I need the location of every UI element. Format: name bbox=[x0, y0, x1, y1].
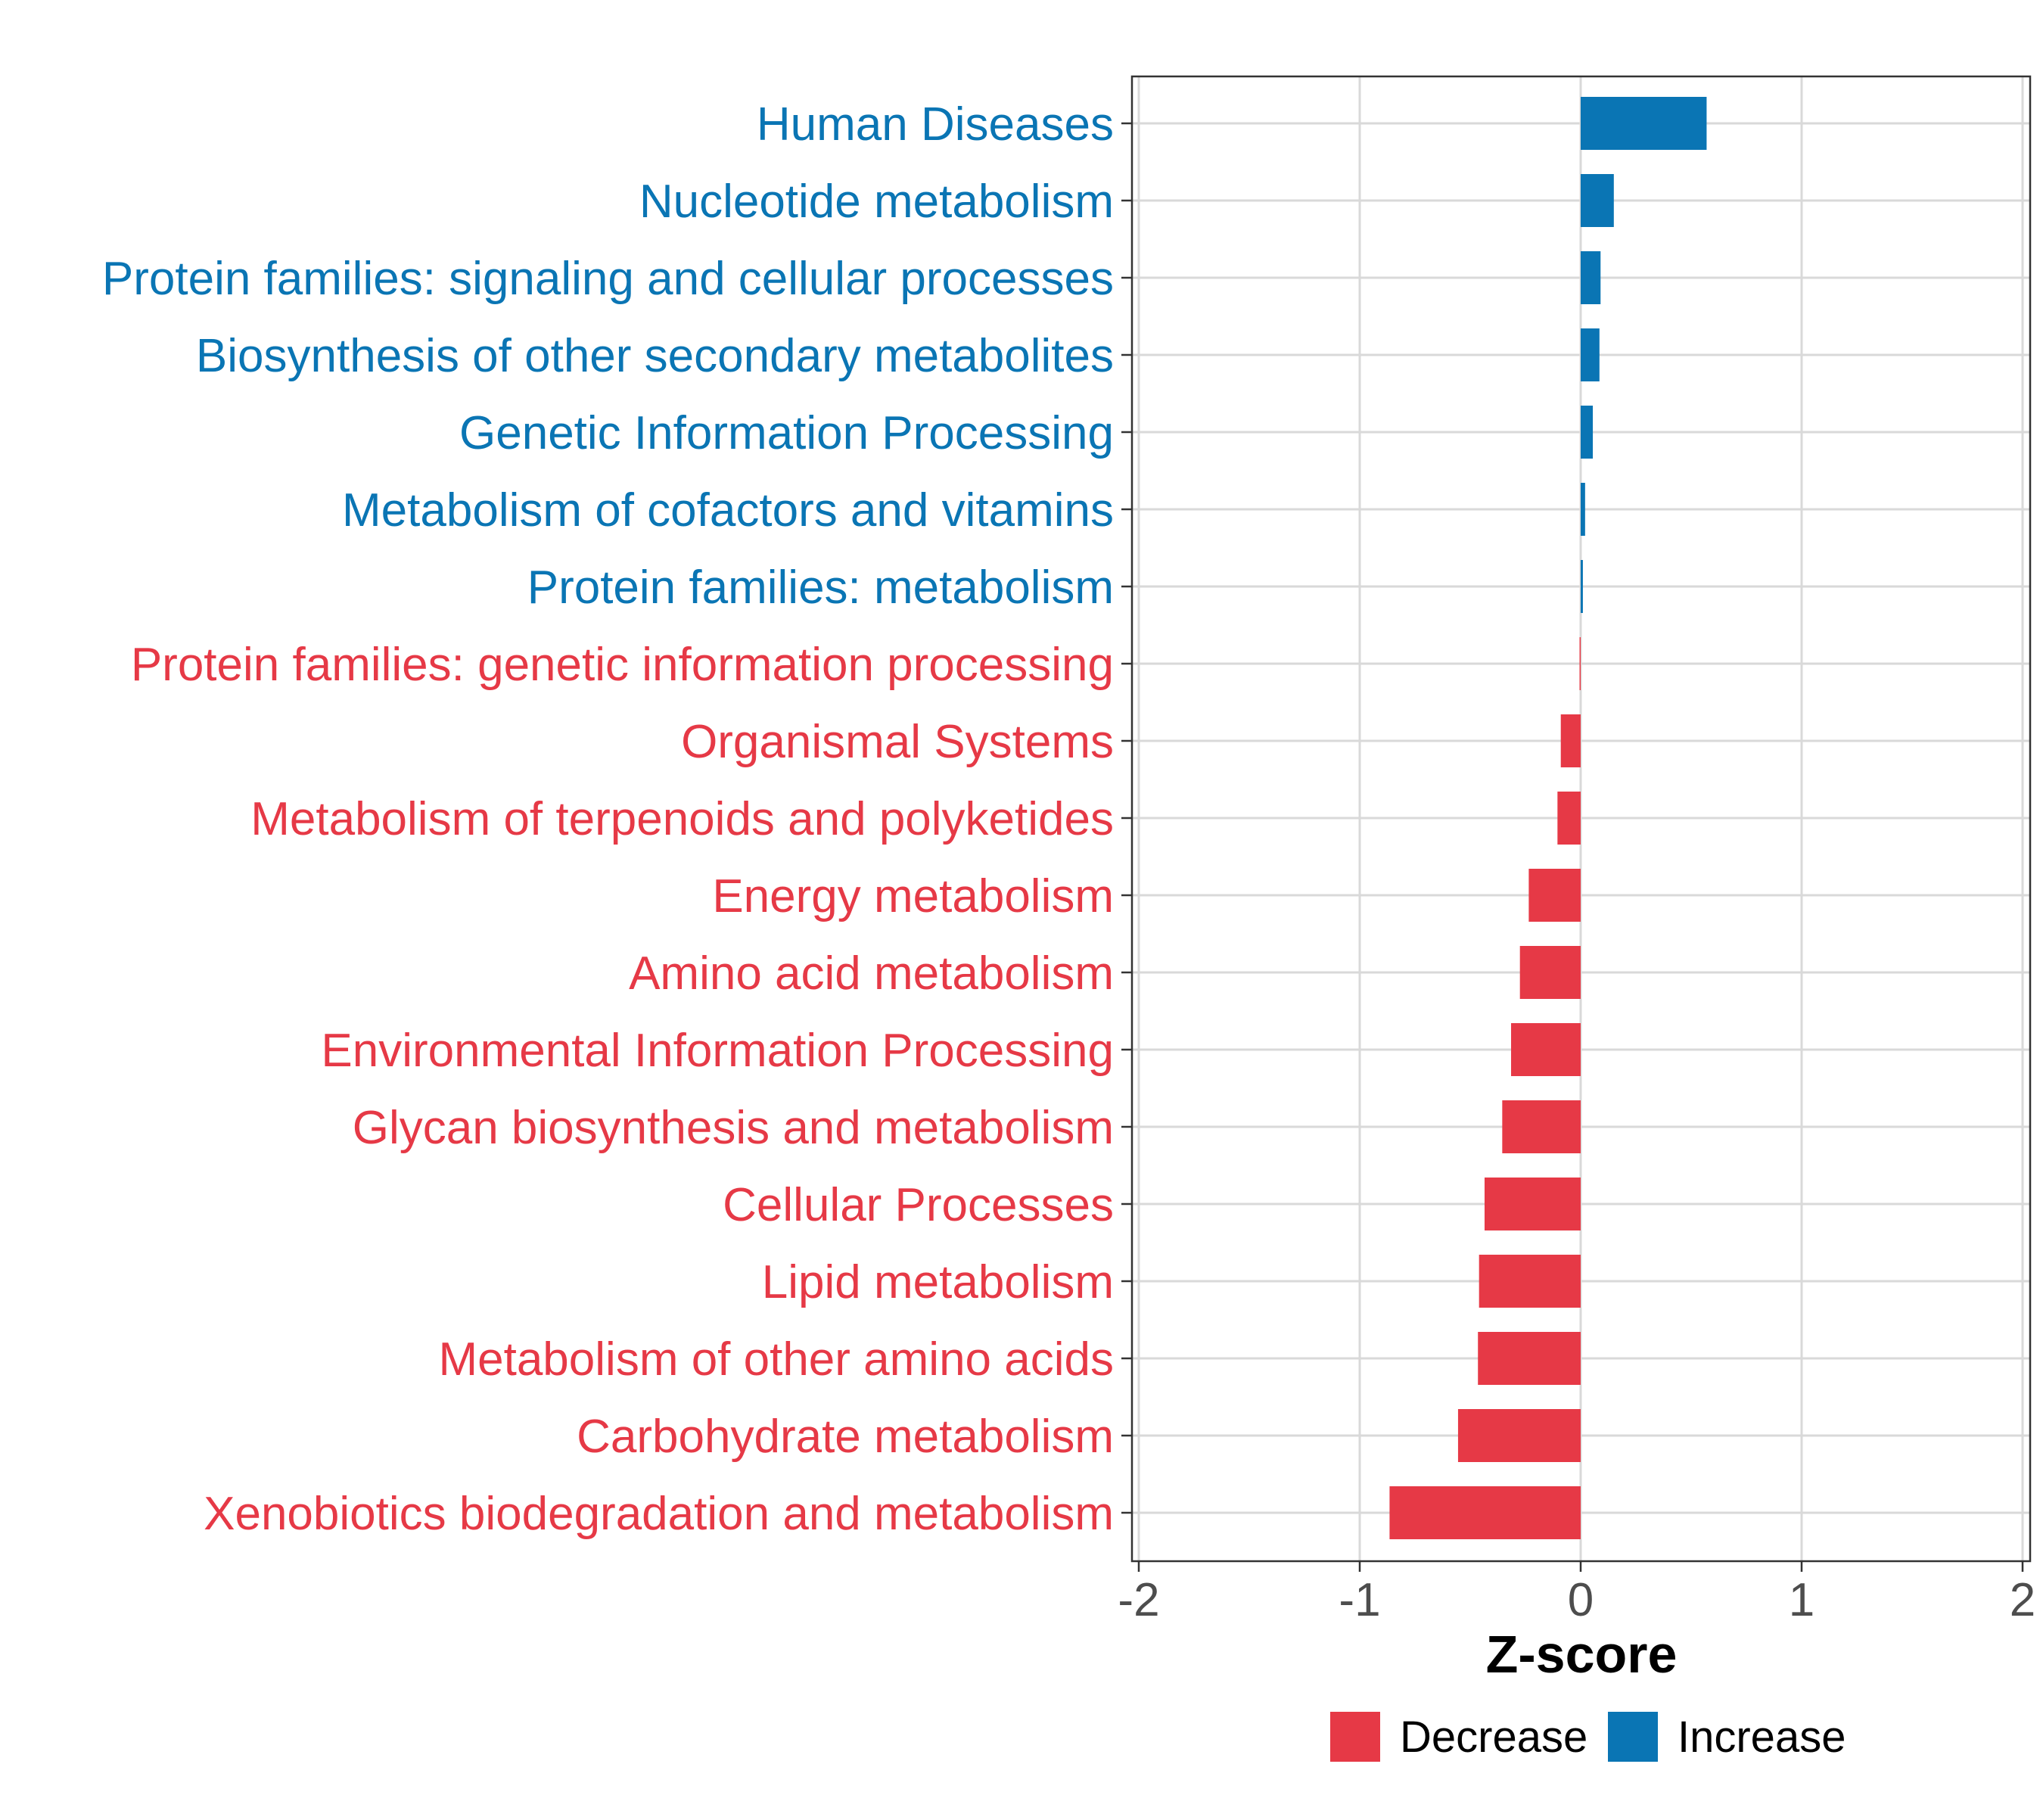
category-label: Lipid metabolism bbox=[762, 1256, 1114, 1308]
bar bbox=[1581, 483, 1585, 536]
legend-label: Decrease bbox=[1400, 1713, 1587, 1762]
category-label: Metabolism of other amino acids bbox=[438, 1333, 1114, 1386]
legend-swatch bbox=[1608, 1712, 1658, 1762]
x-tick-label: -1 bbox=[1339, 1574, 1380, 1626]
bar bbox=[1581, 328, 1600, 381]
x-axis: -2 -1 0 1 2 bbox=[1118, 1561, 2035, 1626]
category-label: Carbohydrate metabolism bbox=[577, 1411, 1114, 1463]
bar bbox=[1484, 1178, 1581, 1230]
category-label: Organismal Systems bbox=[681, 716, 1114, 768]
bar bbox=[1579, 637, 1581, 690]
x-tick-label: 2 bbox=[2010, 1574, 2035, 1626]
category-label: Human Diseases bbox=[757, 98, 1114, 151]
category-label: Protein families: signaling and cellular… bbox=[102, 253, 1114, 305]
bar bbox=[1557, 792, 1581, 845]
category-label: Nucleotide metabolism bbox=[639, 176, 1114, 228]
bar bbox=[1502, 1100, 1581, 1153]
x-tick-label: -2 bbox=[1118, 1574, 1159, 1626]
bar bbox=[1389, 1486, 1581, 1539]
x-tick-label: 0 bbox=[1568, 1574, 1594, 1626]
bar bbox=[1581, 174, 1614, 227]
legend-label: Increase bbox=[1678, 1713, 1846, 1762]
category-label: Environmental Information Processing bbox=[321, 1025, 1114, 1077]
bar bbox=[1560, 714, 1581, 767]
bar bbox=[1478, 1332, 1581, 1385]
bar bbox=[1581, 560, 1583, 613]
x-tick-label: 1 bbox=[1789, 1574, 1814, 1626]
category-label: Protein families: genetic information pr… bbox=[131, 639, 1114, 691]
category-label: Metabolism of terpenoids and polyketides bbox=[250, 793, 1114, 845]
bar bbox=[1511, 1023, 1581, 1076]
category-label: Biosynthesis of other secondary metaboli… bbox=[196, 330, 1114, 382]
bar bbox=[1457, 1409, 1581, 1462]
legend: Decrease Increase bbox=[1330, 1712, 1846, 1762]
category-label: Metabolism of cofactors and vitamins bbox=[342, 484, 1114, 537]
category-label: Cellular Processes bbox=[723, 1179, 1114, 1231]
category-label: Xenobiotics biodegradation and metabolis… bbox=[204, 1488, 1114, 1540]
category-label: Glycan biosynthesis and metabolism bbox=[353, 1102, 1114, 1154]
category-label: Energy metabolism bbox=[712, 870, 1114, 922]
category-label: Genetic Information Processing bbox=[459, 407, 1114, 459]
bar bbox=[1581, 97, 1707, 150]
bar bbox=[1581, 251, 1601, 304]
y-axis: Human Diseases Nucleotide metabolism Prote… bbox=[102, 98, 1132, 1540]
category-label: Protein families: metabolism bbox=[527, 562, 1114, 614]
bar-layer bbox=[1389, 97, 1707, 1539]
bar bbox=[1479, 1255, 1581, 1308]
bar bbox=[1528, 869, 1581, 922]
x-axis-title: Z-score bbox=[1486, 1625, 1678, 1684]
category-label: Amino acid metabolism bbox=[629, 947, 1114, 1000]
bar bbox=[1519, 946, 1581, 999]
bar bbox=[1581, 406, 1594, 459]
legend-swatch bbox=[1330, 1712, 1380, 1762]
